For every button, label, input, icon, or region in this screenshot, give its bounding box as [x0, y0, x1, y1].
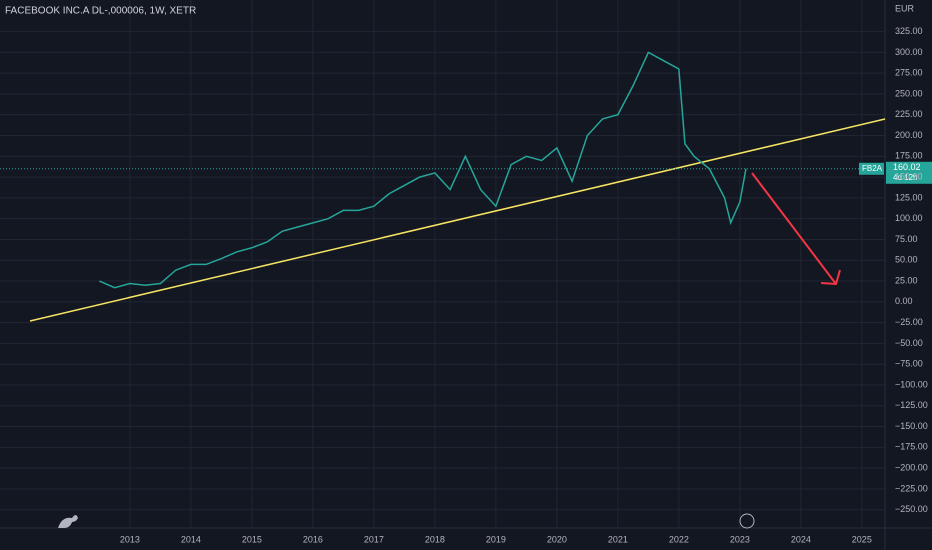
symbol: FB2A [862, 164, 883, 173]
price-line [99, 51, 747, 289]
x-tick-label: 2024 [791, 534, 811, 544]
y-tick-label: 75.00 [895, 234, 918, 244]
arrow-shaft [751, 172, 837, 285]
currency: EUR [895, 3, 915, 13]
x-tick-label: 2014 [181, 534, 201, 544]
y-tick-label: −200.00 [895, 463, 928, 473]
x-tick-label: 2017 [364, 534, 384, 544]
y-tick-label: 50.00 [895, 255, 918, 265]
last-price-label: 160.02 [893, 162, 921, 172]
y-tick-label: 100.00 [895, 213, 923, 223]
y-tick-label: 175.00 [895, 151, 923, 161]
y-tick-label: 0.00 [895, 296, 913, 306]
y-tick-label: −75.00 [895, 359, 923, 369]
flash-icon [739, 513, 755, 529]
arrow [751, 172, 841, 286]
trend-line [29, 118, 886, 322]
logo [58, 515, 78, 528]
price-series [99, 51, 747, 289]
y-tick-label: 225.00 [895, 109, 923, 119]
price-tag-box [886, 161, 932, 184]
chart-title: FACEBOOK INC.A DL-,000006, 1W, XETR [5, 6, 196, 17]
x-tick-label: 2025 [852, 534, 872, 544]
y-tick-label: −25.00 [895, 317, 923, 327]
y-tick-label: 300.00 [895, 47, 923, 57]
y-tick-label: −100.00 [895, 379, 928, 389]
symbol-tag [859, 162, 884, 175]
x-tick-label: 2022 [669, 534, 689, 544]
y-tick-label: 325.00 [895, 26, 923, 36]
y-tick-label: 200.00 [895, 130, 923, 140]
logo-icon [58, 515, 78, 528]
y-tick-label: 250.00 [895, 88, 923, 98]
x-tick-label: 2016 [303, 534, 323, 544]
x-tick-label: 2020 [547, 534, 567, 544]
x-tick-label: 2015 [242, 534, 262, 544]
x-tick-label: 2018 [425, 534, 445, 544]
y-tick-label: 125.00 [895, 192, 923, 202]
y-tick-label: 25.00 [895, 275, 918, 285]
x-tick-label: 2019 [486, 534, 506, 544]
x-tick-label: 2021 [608, 534, 628, 544]
y-tick-label: 275.00 [895, 68, 923, 78]
x-tick-label: 2013 [120, 534, 140, 544]
y-tick-label: −250.00 [895, 504, 928, 514]
y-tick-label: −50.00 [895, 338, 923, 348]
grid [0, 0, 885, 528]
countdown: 4d 12h [893, 173, 917, 182]
y-tick-label: −175.00 [895, 442, 928, 452]
y-tick-label: −125.00 [895, 400, 928, 410]
arrow-head [820, 269, 841, 286]
y-tick-label: −225.00 [895, 483, 928, 493]
y-tick-label: −150.00 [895, 421, 928, 431]
x-tick-label: 2023 [730, 534, 750, 544]
y-tick-label: 150.00 [895, 171, 923, 181]
